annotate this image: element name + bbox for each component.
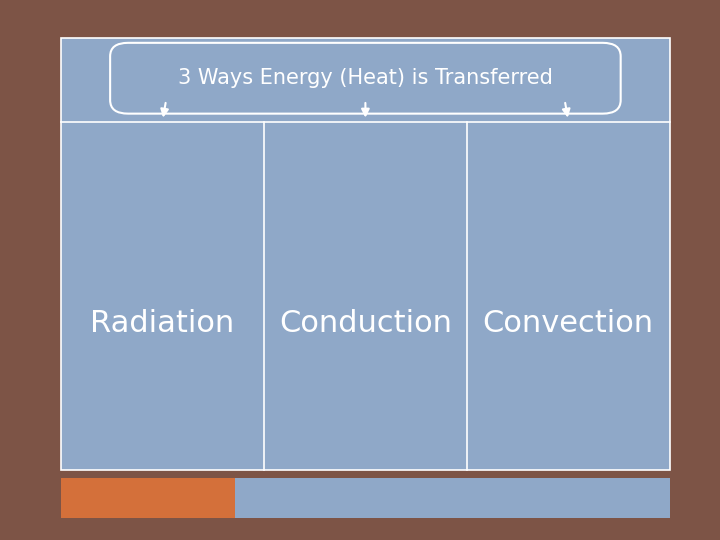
Text: Convection: Convection bbox=[482, 309, 654, 338]
FancyBboxPatch shape bbox=[61, 38, 670, 470]
Text: Conduction: Conduction bbox=[279, 309, 452, 338]
FancyBboxPatch shape bbox=[235, 478, 670, 518]
Text: 3 Ways Energy (Heat) is Transferred: 3 Ways Energy (Heat) is Transferred bbox=[178, 68, 553, 88]
FancyBboxPatch shape bbox=[61, 478, 235, 518]
Text: Radiation: Radiation bbox=[91, 309, 235, 338]
